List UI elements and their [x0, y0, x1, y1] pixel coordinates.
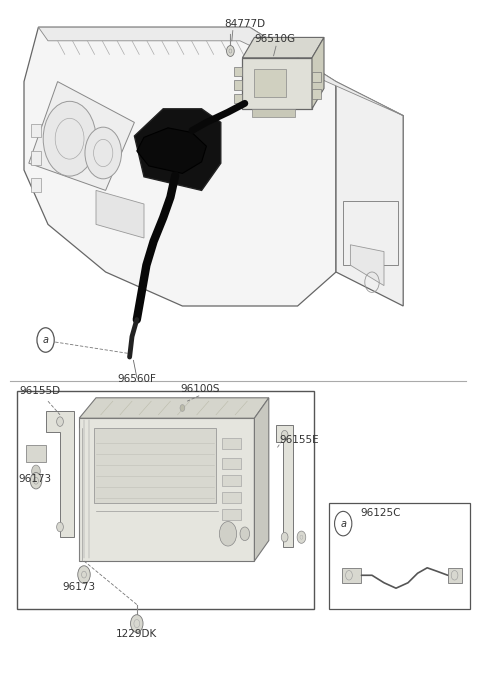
Bar — [222, 438, 241, 449]
Text: a: a — [43, 335, 48, 345]
Bar — [222, 492, 241, 503]
Polygon shape — [242, 37, 324, 58]
Text: 96560F: 96560F — [118, 374, 156, 384]
Circle shape — [57, 417, 63, 426]
Bar — [448, 568, 462, 583]
Text: 84777D: 84777D — [225, 18, 266, 29]
Bar — [94, 428, 216, 503]
Polygon shape — [276, 425, 293, 547]
Polygon shape — [312, 37, 324, 109]
Text: 1229DK: 1229DK — [116, 629, 157, 639]
Circle shape — [297, 531, 306, 543]
Text: 96510G: 96510G — [254, 34, 296, 44]
Bar — [312, 89, 321, 99]
Circle shape — [131, 615, 143, 632]
Text: 96100S: 96100S — [180, 384, 219, 394]
Text: 96125C: 96125C — [360, 508, 400, 518]
Bar — [31, 151, 41, 165]
Text: 96173: 96173 — [18, 474, 51, 484]
Polygon shape — [137, 128, 206, 173]
Circle shape — [43, 101, 96, 176]
Bar — [254, 69, 286, 97]
Bar — [312, 72, 321, 82]
Polygon shape — [134, 109, 221, 190]
Bar — [329, 503, 470, 609]
Polygon shape — [350, 245, 384, 286]
Bar — [242, 58, 312, 109]
Circle shape — [85, 127, 121, 179]
Circle shape — [78, 566, 90, 583]
Circle shape — [180, 405, 185, 411]
Text: 96173: 96173 — [62, 581, 96, 592]
Polygon shape — [38, 27, 403, 116]
Polygon shape — [254, 398, 269, 561]
Polygon shape — [79, 418, 254, 561]
Polygon shape — [79, 398, 269, 418]
Bar — [342, 568, 361, 583]
Polygon shape — [29, 82, 134, 190]
Circle shape — [57, 522, 63, 532]
Circle shape — [281, 532, 288, 542]
Polygon shape — [336, 82, 403, 306]
Polygon shape — [24, 27, 336, 306]
Bar — [17, 391, 314, 609]
Bar — [31, 124, 41, 137]
Bar — [222, 509, 241, 520]
Text: 96155E: 96155E — [280, 435, 320, 445]
Polygon shape — [46, 411, 74, 537]
Bar — [31, 178, 41, 192]
Bar — [222, 458, 241, 469]
Circle shape — [240, 527, 250, 541]
Circle shape — [30, 473, 42, 489]
Bar — [234, 67, 242, 76]
Bar — [222, 475, 241, 486]
Bar — [234, 94, 242, 103]
Bar — [26, 445, 46, 462]
Polygon shape — [96, 190, 144, 238]
Text: a: a — [340, 519, 346, 528]
Text: 96155D: 96155D — [19, 386, 60, 396]
Circle shape — [219, 522, 237, 546]
Bar — [234, 80, 242, 90]
Bar — [343, 201, 398, 265]
Bar — [252, 109, 295, 117]
Circle shape — [32, 465, 40, 477]
Circle shape — [227, 46, 234, 56]
Circle shape — [281, 430, 288, 440]
